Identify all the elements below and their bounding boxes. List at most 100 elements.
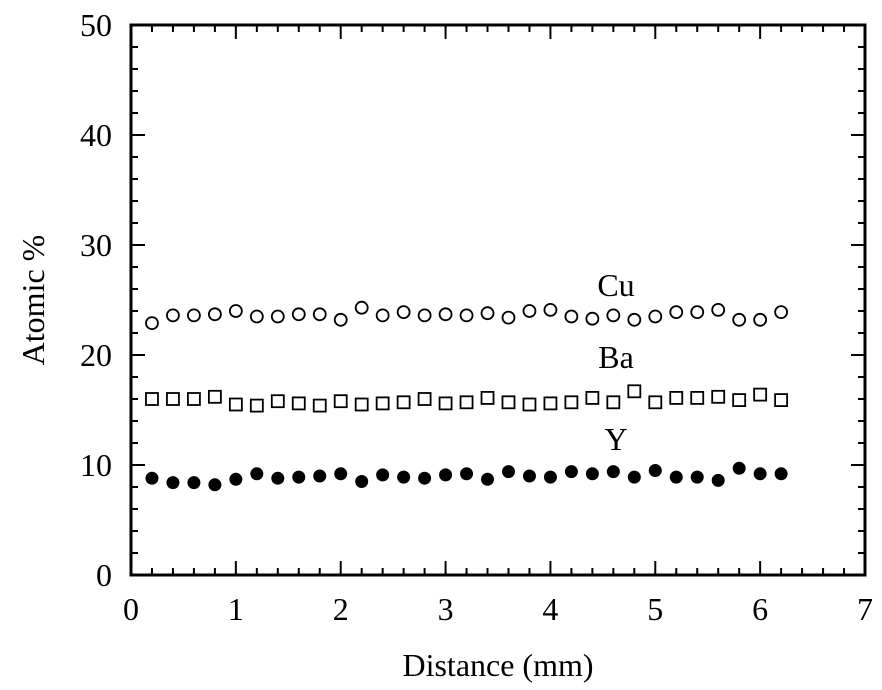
data-series bbox=[145, 300, 789, 492]
data-point bbox=[774, 467, 788, 481]
data-point bbox=[669, 470, 683, 484]
data-point bbox=[481, 472, 495, 486]
data-point bbox=[501, 465, 515, 479]
data-point bbox=[585, 467, 599, 481]
data-point bbox=[711, 389, 726, 404]
data-point bbox=[229, 472, 243, 486]
data-point bbox=[606, 308, 621, 323]
data-point bbox=[753, 467, 767, 481]
data-point bbox=[732, 312, 747, 327]
data-point bbox=[627, 470, 641, 484]
data-point bbox=[291, 396, 306, 411]
data-point bbox=[585, 390, 600, 405]
data-point bbox=[249, 309, 264, 324]
data-point bbox=[396, 395, 411, 410]
x-tick-label: 6 bbox=[752, 591, 768, 627]
data-point bbox=[354, 397, 369, 412]
data-point bbox=[543, 396, 558, 411]
data-point bbox=[375, 308, 390, 323]
data-point bbox=[187, 308, 201, 323]
data-point bbox=[501, 395, 516, 410]
data-point bbox=[376, 468, 390, 482]
series-cu bbox=[145, 300, 789, 331]
data-point bbox=[270, 394, 285, 409]
x-tick-label: 5 bbox=[647, 591, 663, 627]
data-point bbox=[208, 478, 222, 492]
y-axis-title: Atomic % bbox=[15, 235, 51, 366]
data-point bbox=[732, 461, 746, 475]
data-point bbox=[270, 309, 285, 324]
data-point bbox=[564, 465, 578, 479]
data-point bbox=[334, 467, 348, 481]
data-point bbox=[690, 470, 704, 484]
data-point bbox=[249, 398, 264, 413]
x-tick-label: 1 bbox=[228, 591, 244, 627]
data-point bbox=[627, 312, 642, 327]
data-point bbox=[333, 312, 348, 327]
data-point bbox=[145, 392, 159, 406]
data-point bbox=[228, 397, 243, 412]
data-point bbox=[522, 397, 537, 412]
data-point bbox=[543, 302, 558, 317]
data-point bbox=[648, 464, 662, 477]
x-tick-label: 7 bbox=[857, 591, 873, 627]
data-point bbox=[774, 393, 789, 408]
data-point bbox=[312, 398, 327, 413]
data-point bbox=[187, 392, 201, 406]
data-point bbox=[606, 395, 621, 410]
series-label-cu: Cu bbox=[597, 267, 634, 303]
data-point bbox=[564, 309, 579, 324]
data-point bbox=[333, 394, 348, 409]
x-tick-label: 3 bbox=[438, 591, 454, 627]
data-point bbox=[480, 306, 495, 321]
data-point bbox=[711, 473, 725, 487]
y-tick-label: 20 bbox=[80, 337, 112, 373]
data-point bbox=[480, 390, 495, 405]
y-tick-label: 40 bbox=[80, 117, 112, 153]
data-point bbox=[312, 307, 327, 322]
plot-frame bbox=[129, 23, 867, 577]
data-point bbox=[648, 309, 663, 324]
data-point bbox=[522, 469, 536, 483]
data-point bbox=[292, 470, 306, 484]
data-point bbox=[250, 467, 264, 481]
data-point bbox=[166, 392, 180, 406]
data-point bbox=[145, 471, 159, 485]
data-point bbox=[438, 307, 453, 322]
data-point bbox=[354, 300, 369, 315]
data-point bbox=[460, 467, 474, 481]
ticks bbox=[130, 24, 866, 576]
data-point bbox=[397, 470, 411, 484]
data-point bbox=[375, 396, 390, 411]
y-tick-label: 30 bbox=[80, 227, 112, 263]
data-point bbox=[585, 311, 600, 326]
series-y bbox=[145, 461, 788, 492]
data-point bbox=[690, 390, 705, 405]
data-point bbox=[711, 302, 726, 317]
series-label-ba: Ba bbox=[598, 339, 634, 375]
data-point bbox=[355, 475, 369, 488]
x-tick-label: 0 bbox=[123, 591, 139, 627]
tick-labels: 0 1 2 3 4 5 6 7 0 10 20 30 40 50 bbox=[80, 7, 873, 627]
data-point bbox=[166, 308, 180, 323]
data-point bbox=[522, 304, 537, 318]
data-point bbox=[439, 468, 453, 482]
data-point bbox=[187, 476, 201, 490]
data-point bbox=[417, 308, 432, 323]
data-point bbox=[690, 305, 705, 320]
data-point bbox=[543, 470, 557, 484]
data-point bbox=[669, 390, 684, 405]
data-point bbox=[313, 469, 327, 483]
data-point bbox=[774, 305, 789, 320]
data-point bbox=[417, 392, 432, 406]
data-point bbox=[648, 395, 663, 410]
x-axis-title: Distance (mm) bbox=[402, 647, 593, 683]
data-point bbox=[459, 395, 474, 410]
series-ba bbox=[145, 384, 789, 413]
data-point bbox=[669, 305, 684, 320]
data-point bbox=[207, 389, 222, 404]
series-label-y: Y bbox=[604, 421, 627, 457]
data-point bbox=[228, 304, 243, 318]
x-tick-label: 4 bbox=[542, 591, 558, 627]
